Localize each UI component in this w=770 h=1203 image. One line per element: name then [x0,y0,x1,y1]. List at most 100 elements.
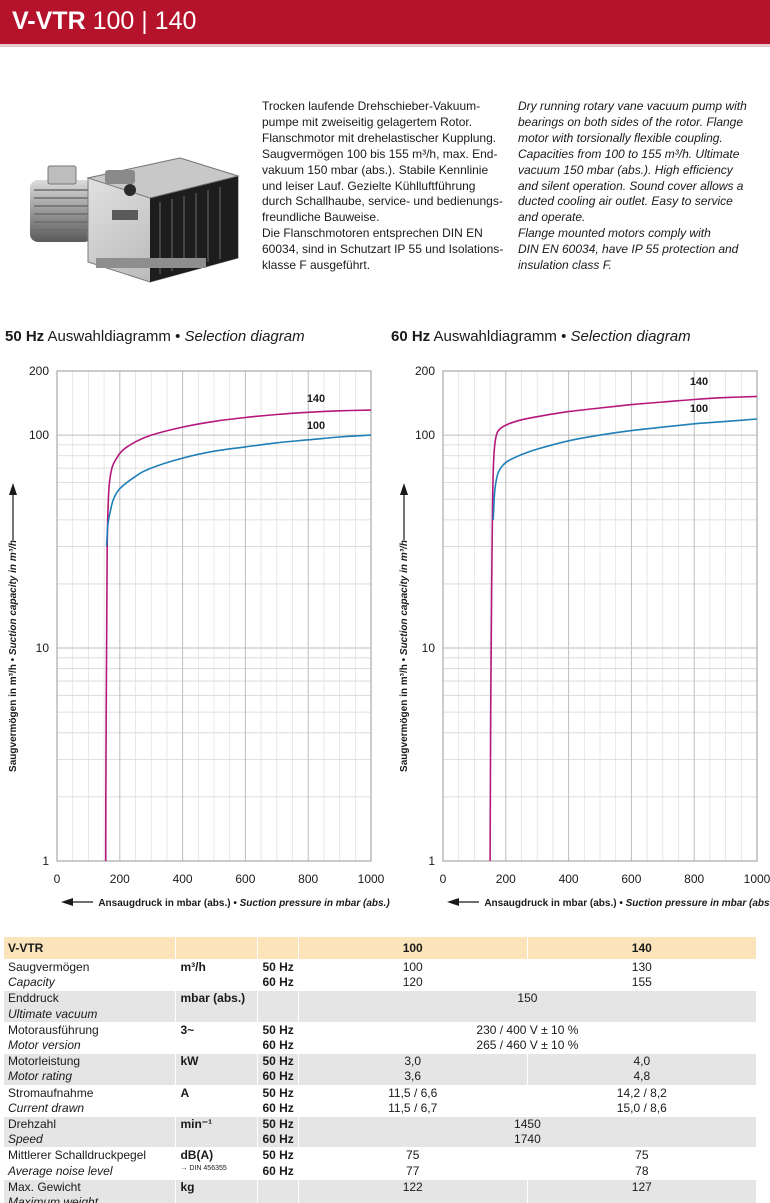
y-axis-label-en: Suction capacity in m³/h [399,540,410,655]
table-row: Capacity 60 Hz 120 155 [4,975,756,991]
row-value-merged: 230 / 400 V ± 10 % [298,1021,756,1039]
table-header-empty [257,937,299,960]
x-axis-arrow-icon [61,898,73,906]
row-label-en: Current drawn [4,1100,177,1117]
desc-de-line: 60034, sind in Schutzart IP 55 und Isola… [262,242,504,257]
desc-en-line: Dry running rotary vane vacuum pump with [518,99,747,113]
desc-de-line: freundliche Bauweise. [262,210,380,225]
chart-title-de: Auswahldiagramm • [433,328,567,345]
table-row: Ultimate vacuum [4,1006,756,1023]
row-label-de: Mittlerer Schalldruckpegel [4,1147,177,1164]
row-unit: min⁻¹ [175,1116,259,1133]
row-freq [257,990,299,1007]
table-row: Motor version 60 Hz 265 / 460 V ± 10 % [4,1038,756,1054]
series-label-100: 100 [307,420,325,432]
x-axis-label-de: Ansaugdruck in mbar (abs.) • [98,898,239,909]
row-label-de: Saugvermögen [4,959,177,976]
x-tick-label: 800 [298,872,318,886]
table-row: Motorleistung kW 50 Hz 3,0 4,0 [4,1053,756,1070]
desc-en-line: Flange mounted motors comply with [518,226,711,241]
table-header-row: V-VTR 100 140 [4,937,756,960]
y-tick-label: 100 [29,428,49,442]
page-title: V-VTR 100 | 140 [12,7,196,36]
y-axis-arrow-icon [9,483,17,495]
row-value-140: 130 [527,959,756,976]
desc-en-line: and operate. [518,210,586,225]
row-label-en: Motor rating [4,1069,177,1086]
row-freq: 60 Hz [257,1100,299,1117]
row-label-en: Maximum weight [4,1195,177,1203]
row-value-140 [527,1195,756,1203]
desc-en-line: vacuum 150 mbar (abs.). High efficiency [518,162,733,177]
table-row: Maximum weight [4,1195,756,1203]
row-value-merged: 265 / 460 V ± 10 % [476,1038,579,1053]
row-value-100: 77 [298,1163,528,1180]
chart-title-en: Selection diagram [570,328,691,345]
x-tick-label: 0 [440,872,447,886]
y-tick-label: 200 [29,364,49,378]
row-value-140: 127 [527,1178,756,1196]
desc-de-line: vakuum 150 mbar (abs.). Stabile Kennlini… [262,162,489,177]
table-row: Enddruck mbar (abs.) 150 [4,990,756,1007]
desc-de-line: Flanschmotor mit drehelastischer Kupplun… [262,130,497,145]
chart-title-60hz: 60 Hz Auswahldiagramm • Selection diagra… [391,328,691,345]
table-row: Motor rating 60 Hz 3,6 4,8 [4,1069,756,1086]
row-label-de: Motorleistung [4,1053,177,1070]
row-value-100: 11,5 / 6,6 [298,1084,528,1101]
desc-en-line: insulation class F. [518,258,612,273]
desc-de-line: Trocken laufende Drehschieber-Vakuum- [262,99,481,113]
row-unit: m³/h [175,959,259,976]
row-unit-note [175,1069,259,1086]
row-label-de: Stromaufnahme [4,1084,177,1101]
row-freq: 60 Hz [257,1163,299,1180]
y-axis-label: Saugvermögen in m³/h • Suction capacity … [8,540,19,772]
description-english: Dry running rotary vane vacuum pump with… [518,99,766,274]
row-freq: 50 Hz [257,1147,299,1164]
row-freq: 50 Hz [257,959,299,976]
x-tick-label: 0 [54,872,61,886]
row-unit: kg [175,1178,259,1196]
row-freq: 50 Hz [257,1053,299,1070]
desc-en-line: Capacities from 100 to 155 m³/h. Ultimat… [518,146,740,161]
desc-en-line: DIN EN 60034, have IP 55 protection and [518,242,739,257]
table-row: Saugvermögen m³/h 50 Hz 100 130 [4,959,756,976]
row-value-140: 4,0 [527,1053,756,1070]
y-axis-label: Saugvermögen in m³/h • Suction capacity … [399,540,410,772]
desc-de-line: durch Schallhaube, service- und bedienun… [262,194,503,209]
row-value-140: 78 [635,1163,649,1178]
x-tick-label: 600 [621,872,641,886]
series-label-140: 140 [690,376,708,388]
row-value-100: 120 [298,975,528,991]
header-bar [0,0,770,44]
row-unit: kW [175,1053,259,1070]
desc-de-line: Die Flanschmotoren entsprechen DIN EN [262,226,483,241]
desc-en-line: bearings on both sides of the rotor. Fla… [518,114,744,129]
row-value-140: 75 [527,1147,756,1164]
row-value-100: 75 [298,1147,528,1164]
header-divider [0,44,770,47]
row-label-en: Average noise level [4,1163,177,1180]
x-axis-arrow-icon [447,898,459,906]
table-row: Current drawn 60 Hz 11,5 / 6,7 15,0 / 8,6 [4,1100,756,1117]
x-axis-label: Ansaugdruck in mbar (abs.) • Suction pre… [98,898,390,909]
row-freq: 60 Hz [257,975,299,991]
series-line-100 [492,418,758,520]
row-label-de: Max. Gewicht [4,1178,177,1196]
y-axis-label-de: Saugvermögen in m³/h • [399,655,410,772]
row-unit-note [175,975,259,991]
x-axis-label-en: Suction pressure in mbar (abs.) [240,898,391,909]
y-tick-label: 10 [36,641,50,655]
x-tick-label: 200 [496,872,516,886]
table-row: Average noise level → DIN 456355 60 Hz 77 78 [4,1163,756,1180]
desc-en-line: and silent operation. Sound cover allows… [518,178,744,193]
row-unit-note: → DIN 456355 [175,1163,259,1180]
row-value-merged: 150 [298,990,756,1007]
row-unit-note [175,1100,259,1117]
series-label-100: 100 [690,403,708,415]
row-unit: A [175,1084,259,1101]
x-tick-label: 1000 [358,872,385,886]
row-unit-note [175,1132,259,1148]
row-freq: 50 Hz [257,1021,299,1039]
row-freq: 50 Hz [257,1116,299,1133]
table-row: Motorausführung 3~ 50 Hz 230 / 400 V ± 10 % [4,1021,756,1039]
